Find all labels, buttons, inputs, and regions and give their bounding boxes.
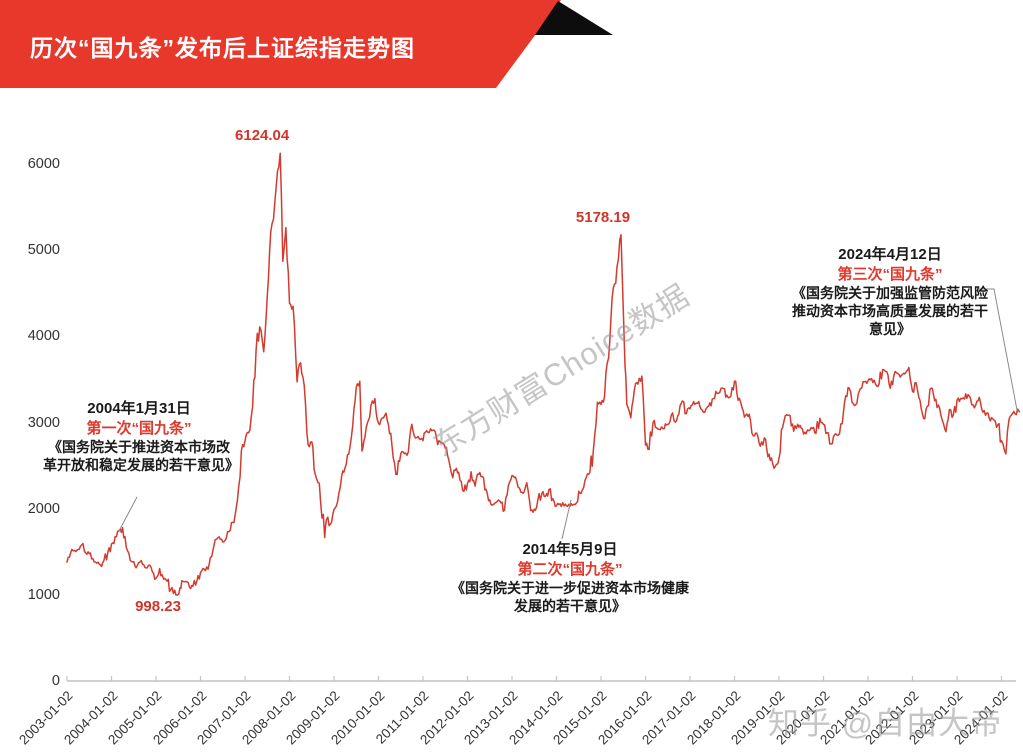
annotation-date: 2024年4月12日 <box>838 246 942 263</box>
page-title: 历次“国九条”发布后上证综指走势图 <box>30 35 415 61</box>
extreme-value-label: 6124.04 <box>235 127 290 145</box>
y-axis-label: 2000 <box>27 500 60 517</box>
flag-corner-icon <box>535 1 613 35</box>
zhihu-author-watermark: 知乎 @自由大帝 <box>768 706 1003 741</box>
y-axis-label: 5000 <box>27 242 60 259</box>
sse-index-line <box>66 152 1021 596</box>
y-axis-label: 0 <box>51 673 60 689</box>
y-axis-label: 3000 <box>27 414 60 431</box>
annotation-connector-first <box>118 496 138 532</box>
y-axis-label: 6000 <box>27 156 60 172</box>
annotation-third-guojiutiao: 2024年4月12日 第三次“国九条” 《国务院关于加强监管防范风险推动资本市场… <box>790 245 990 339</box>
banner-shape <box>0 0 613 88</box>
title-banner: 历次“国九条”发布后上证综指走势图 <box>0 0 1023 95</box>
annotation-event: 第三次“国九条” <box>837 266 943 284</box>
annotation-date: 2014年5月9日 <box>522 541 618 558</box>
banner-ribbon <box>0 0 561 88</box>
annotation-event: 第一次“国九条” <box>86 420 192 438</box>
x-axis <box>66 676 1016 682</box>
annotation-connector-third <box>979 288 1018 411</box>
annotation-date: 2004年1月31日 <box>87 400 191 417</box>
annotation-document: 《国务院关于推进资本市场改革开放和稳定发展的若干意见》 <box>43 439 239 474</box>
y-axis-label: 1000 <box>27 586 60 603</box>
annotation-document: 《国务院关于进一步促进资本市场健康发展的若干意见》 <box>451 580 689 615</box>
annotation-event: 第二次“国九条” <box>517 561 623 579</box>
extreme-value-label: 5178.19 <box>575 208 631 226</box>
annotation-first-guojiutiao: 2004年1月31日 第一次“国九条” 《国务院关于推进资本市场改革开放和稳定发… <box>43 399 239 475</box>
annotation-connector-second <box>561 499 572 540</box>
annotation-second-guojiutiao: 2014年5月9日 第二次“国九条” 《国务院关于进一步促进资本市场健康发展的若… <box>450 540 690 616</box>
extreme-value-label: 998.23 <box>135 597 181 615</box>
annotation-document: 《国务院关于加强监管防范风险推动资本市场高质量发展的若干意见》 <box>792 285 988 338</box>
y-axis-label: 4000 <box>27 328 60 345</box>
